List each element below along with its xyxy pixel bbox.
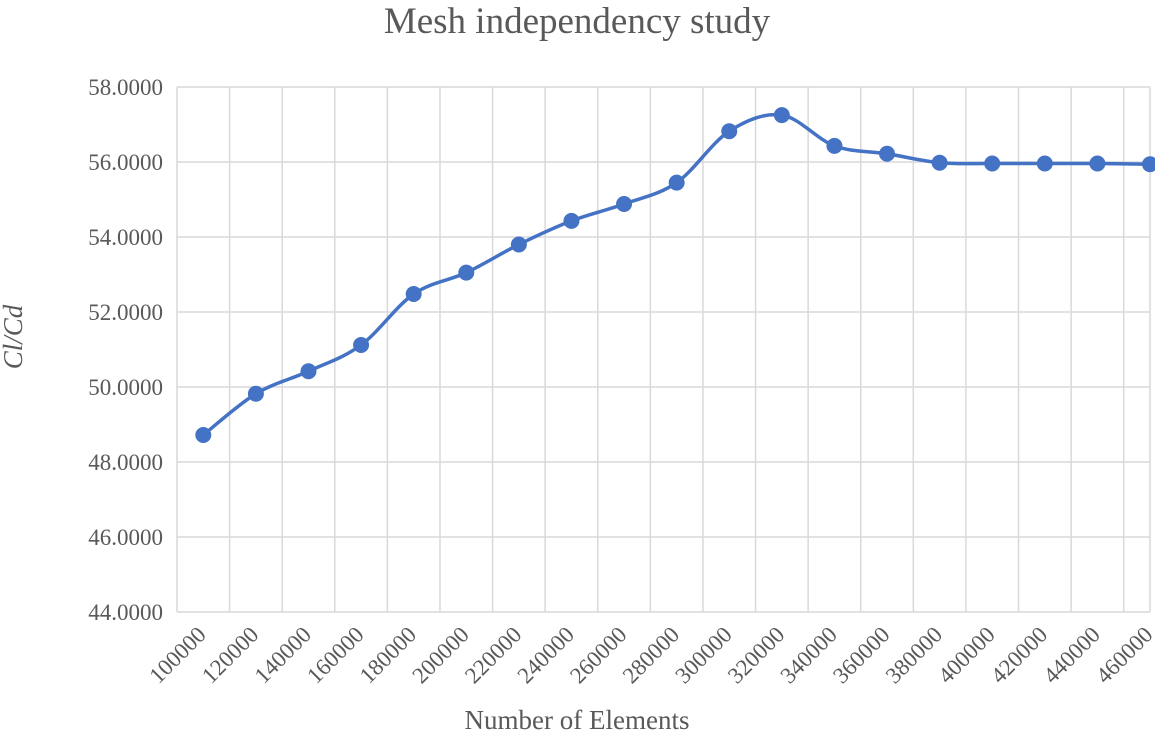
data-point [931,154,948,171]
x-tick-label: 360000 [828,622,894,688]
y-tick-label: 58.0000 [88,75,163,100]
data-point [510,236,527,253]
data-point [826,137,843,154]
data-points [195,107,1155,443]
y-axis-ticks: 44.0000 46.0000 48.0000 50.0000 52.0000 54.00… [88,75,163,625]
x-tick-label: 280000 [618,622,684,688]
x-tick-label: 440000 [1038,622,1104,688]
data-point [195,427,212,443]
x-tick-label: 220000 [460,622,526,688]
x-tick-label: 160000 [302,622,368,688]
data-point [1142,156,1155,173]
x-tick-label: 460000 [1091,622,1155,688]
x-tick-label: 420000 [986,622,1052,688]
data-point [879,145,896,162]
x-tick-label: 320000 [723,622,789,688]
y-tick-label: 56.0000 [88,150,163,175]
data-point [353,337,370,353]
data-point [721,123,738,140]
x-tick-label: 120000 [197,622,263,688]
y-tick-label: 48.0000 [88,450,163,475]
chart-title: Mesh independency study [384,1,771,42]
y-tick-label: 46.0000 [88,525,163,550]
data-point [1036,155,1053,172]
data-point [668,174,685,191]
x-tick-label: 200000 [407,622,473,688]
y-axis-label: Cl/Cd [0,304,28,369]
data-point [1089,155,1106,172]
x-tick-label: 300000 [670,622,736,688]
data-point [563,212,580,229]
data-point [616,196,633,212]
x-tick-label: 380000 [881,622,947,688]
x-axis-ticks: 1000001200001400001600001800002000002200… [144,622,1155,688]
data-point [405,286,422,302]
x-tick-label: 140000 [250,622,316,688]
data-point [247,385,264,402]
y-tick-label: 44.0000 [88,600,163,625]
x-tick-label: 240000 [513,622,579,688]
x-axis-label: Number of Elements [465,705,690,733]
x-tick-label: 340000 [775,622,841,688]
x-tick-label: 400000 [933,622,999,688]
y-tick-label: 54.0000 [88,225,163,250]
x-tick-label: 100000 [144,622,210,688]
data-point [300,363,317,380]
y-tick-label: 50.0000 [88,375,163,400]
data-point [458,264,475,281]
data-point [773,107,790,124]
y-tick-label: 52.0000 [88,300,163,325]
data-point [984,155,1001,172]
x-tick-label: 260000 [565,622,631,688]
grid [176,86,1151,613]
x-tick-label: 180000 [355,622,421,688]
